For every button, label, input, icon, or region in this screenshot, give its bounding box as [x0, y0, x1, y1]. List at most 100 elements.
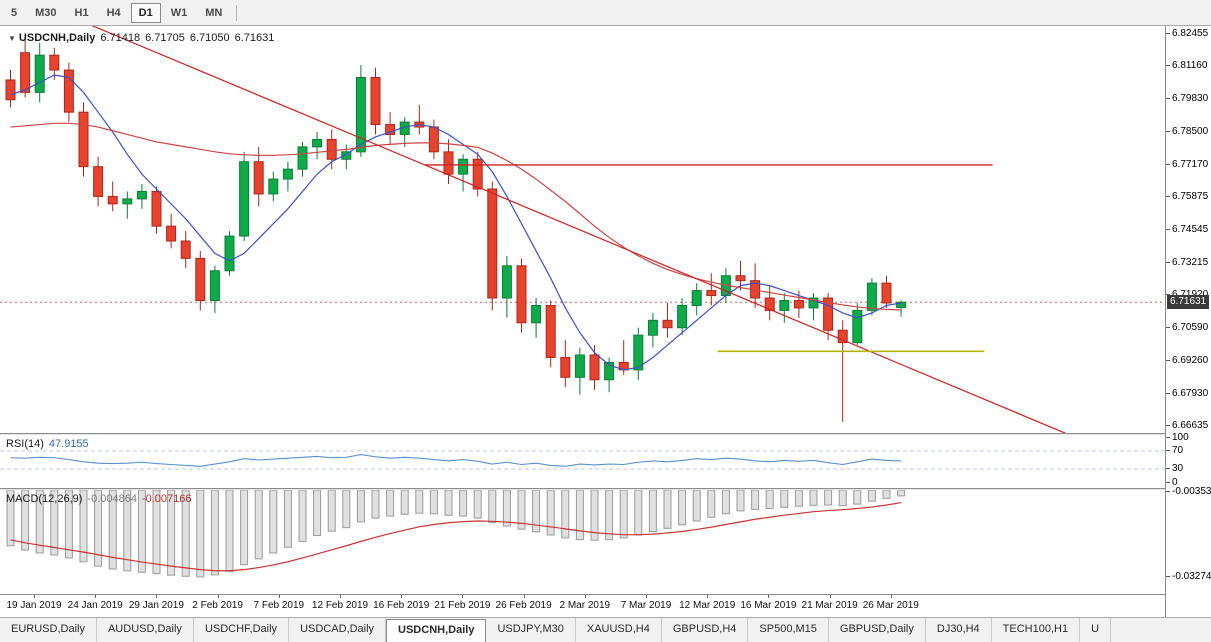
- panel-splitter[interactable]: [0, 488, 1211, 490]
- chart-tabbar: EURUSD,Daily AUDUSD,Daily USDCHF,Daily USDC…: [0, 617, 1211, 642]
- date-tick: [217, 595, 219, 598]
- date-tick: [156, 595, 158, 598]
- macd-histogram-bar: [575, 490, 584, 541]
- scale-tick: [1166, 33, 1170, 34]
- rsi-line: [10, 454, 902, 467]
- date-label: 2 Mar 2019: [559, 600, 611, 611]
- chart-tab-gbpusd-h4[interactable]: GBPUSD,H4: [662, 618, 749, 642]
- macd-histogram-bar: [780, 490, 789, 508]
- chart-tab-dj30-h4[interactable]: DJ30,H4: [926, 618, 992, 642]
- candle: [852, 302, 863, 346]
- candle: [779, 293, 790, 323]
- timeframe-button-m30[interactable]: M30: [35, 6, 57, 19]
- candle-body: [224, 235, 235, 272]
- price-scale-label: 6.71920: [1172, 290, 1208, 300]
- candle: [297, 141, 308, 177]
- macd-histogram-bar: [167, 490, 176, 576]
- candle: [472, 151, 483, 197]
- candle-body: [443, 151, 454, 175]
- scale-tick: [1166, 359, 1170, 361]
- macd-histogram-bar: [692, 490, 701, 522]
- macd-histogram-bar: [137, 490, 146, 573]
- price-scale-label: 6.74545: [1172, 224, 1209, 235]
- macd-histogram-bar: [181, 490, 190, 577]
- candle-body: [808, 297, 819, 309]
- candle: [428, 119, 439, 160]
- date-label: 7 Feb 2019: [253, 600, 305, 611]
- chart-tab-usdchf-daily[interactable]: USDCHF,Daily: [194, 618, 290, 642]
- candle: [677, 298, 688, 336]
- candle: [443, 139, 454, 185]
- macd-histogram-bar: [765, 490, 774, 509]
- rsi-panel[interactable]: [0, 435, 1165, 488]
- macd-histogram-bar: [678, 490, 687, 526]
- candle: [312, 132, 323, 160]
- candle: [370, 67, 381, 135]
- chart-tab-u[interactable]: U: [1080, 618, 1112, 642]
- candle-body: [487, 188, 498, 299]
- macd-histogram-bar: [298, 490, 307, 542]
- timeframe-button-h4[interactable]: H4: [106, 6, 121, 19]
- macd-histogram-bar: [429, 490, 438, 515]
- candle: [647, 312, 658, 348]
- ohlc-close: 6.71631: [234, 32, 275, 44]
- candle-body: [633, 334, 644, 371]
- candle: [78, 102, 89, 177]
- timeframe-button-w1[interactable]: W1: [170, 6, 188, 19]
- chart-tab-xauusd-h4[interactable]: XAUUSD,H4: [576, 618, 662, 642]
- macd-histogram-bar: [721, 490, 730, 515]
- descending-trendline[interactable]: [0, 26, 1165, 433]
- chart-tab-usdjpy-m30[interactable]: USDJPY,M30: [486, 618, 576, 642]
- macd-histogram-bar: [371, 490, 380, 519]
- timeframe-button-5[interactable]: 5: [11, 6, 18, 19]
- candle-body: [268, 178, 279, 195]
- candle-body: [136, 190, 147, 200]
- candle: [180, 231, 191, 269]
- candle-body: [195, 257, 206, 301]
- candle-body: [20, 52, 31, 93]
- ohlc-high: 6.71705: [145, 32, 185, 44]
- date-tick: [523, 595, 525, 598]
- candle: [224, 231, 235, 276]
- macd-histogram-bar: [342, 490, 351, 529]
- scale-tick: [1166, 450, 1170, 451]
- macd-histogram-bar: [459, 490, 468, 517]
- chart-tab-sp500-m15[interactable]: SP500,M15: [748, 618, 829, 642]
- macd-scale-label: -0.00353: [1172, 486, 1211, 497]
- timeframe-button-h1[interactable]: H1: [74, 6, 89, 19]
- macd-histogram-bar: [64, 490, 73, 559]
- chart-tab-usdcad-daily[interactable]: USDCAD,Daily: [289, 618, 387, 642]
- candle-body: [852, 309, 863, 344]
- chart-tab-eurusd-daily[interactable]: EURUSD,Daily: [0, 618, 97, 642]
- date-label: 26 Feb 2019: [495, 600, 552, 611]
- chart-plot-area[interactable]: 19 Jan 2019 24 Jan 2019 29 Jan 2019 2 Feb 2…: [0, 26, 1211, 617]
- price-chart[interactable]: [0, 26, 1165, 433]
- candle-body: [209, 270, 220, 301]
- rsi-label: RSI(14) 47.9155: [6, 438, 94, 450]
- candle: [764, 285, 775, 321]
- price-scale-label: 6.78500: [1172, 126, 1209, 137]
- macd-histogram-bar: [605, 490, 614, 541]
- candle: [866, 278, 877, 316]
- scale-tick: [1166, 392, 1170, 394]
- panel-splitter[interactable]: [0, 433, 1211, 435]
- chart-tab-usdcnh-daily[interactable]: USDCNH,Daily: [386, 619, 487, 642]
- chart-tab-tech100-h1[interactable]: TECH100,H1: [992, 618, 1081, 642]
- candle-body: [282, 168, 293, 180]
- macd-scale-label: -0.03274: [1172, 571, 1211, 582]
- chart-tab-gbpusd-daily[interactable]: GBPUSD,Daily: [829, 618, 926, 642]
- macd-histogram-bar: [444, 490, 453, 516]
- price-scale[interactable]: 6.82455 6.81160 6.79830 6.78500 6.77170 6.758…: [1165, 26, 1211, 617]
- candle-body: [458, 158, 469, 175]
- candle: [560, 340, 571, 388]
- candle-body: [735, 275, 746, 282]
- macd-panel[interactable]: [0, 490, 1165, 594]
- candle: [487, 181, 498, 311]
- candle-body: [677, 304, 688, 329]
- time-scale[interactable]: 19 Jan 2019 24 Jan 2019 29 Jan 2019 2 Feb 2…: [0, 594, 1165, 617]
- candle-body: [63, 69, 74, 113]
- timeframe-button-mn[interactable]: MN: [205, 6, 223, 19]
- timeframe-button-d1[interactable]: D1: [130, 2, 161, 23]
- candle-body: [107, 195, 118, 205]
- chart-tab-audusd-daily[interactable]: AUDUSD,Daily: [97, 618, 194, 642]
